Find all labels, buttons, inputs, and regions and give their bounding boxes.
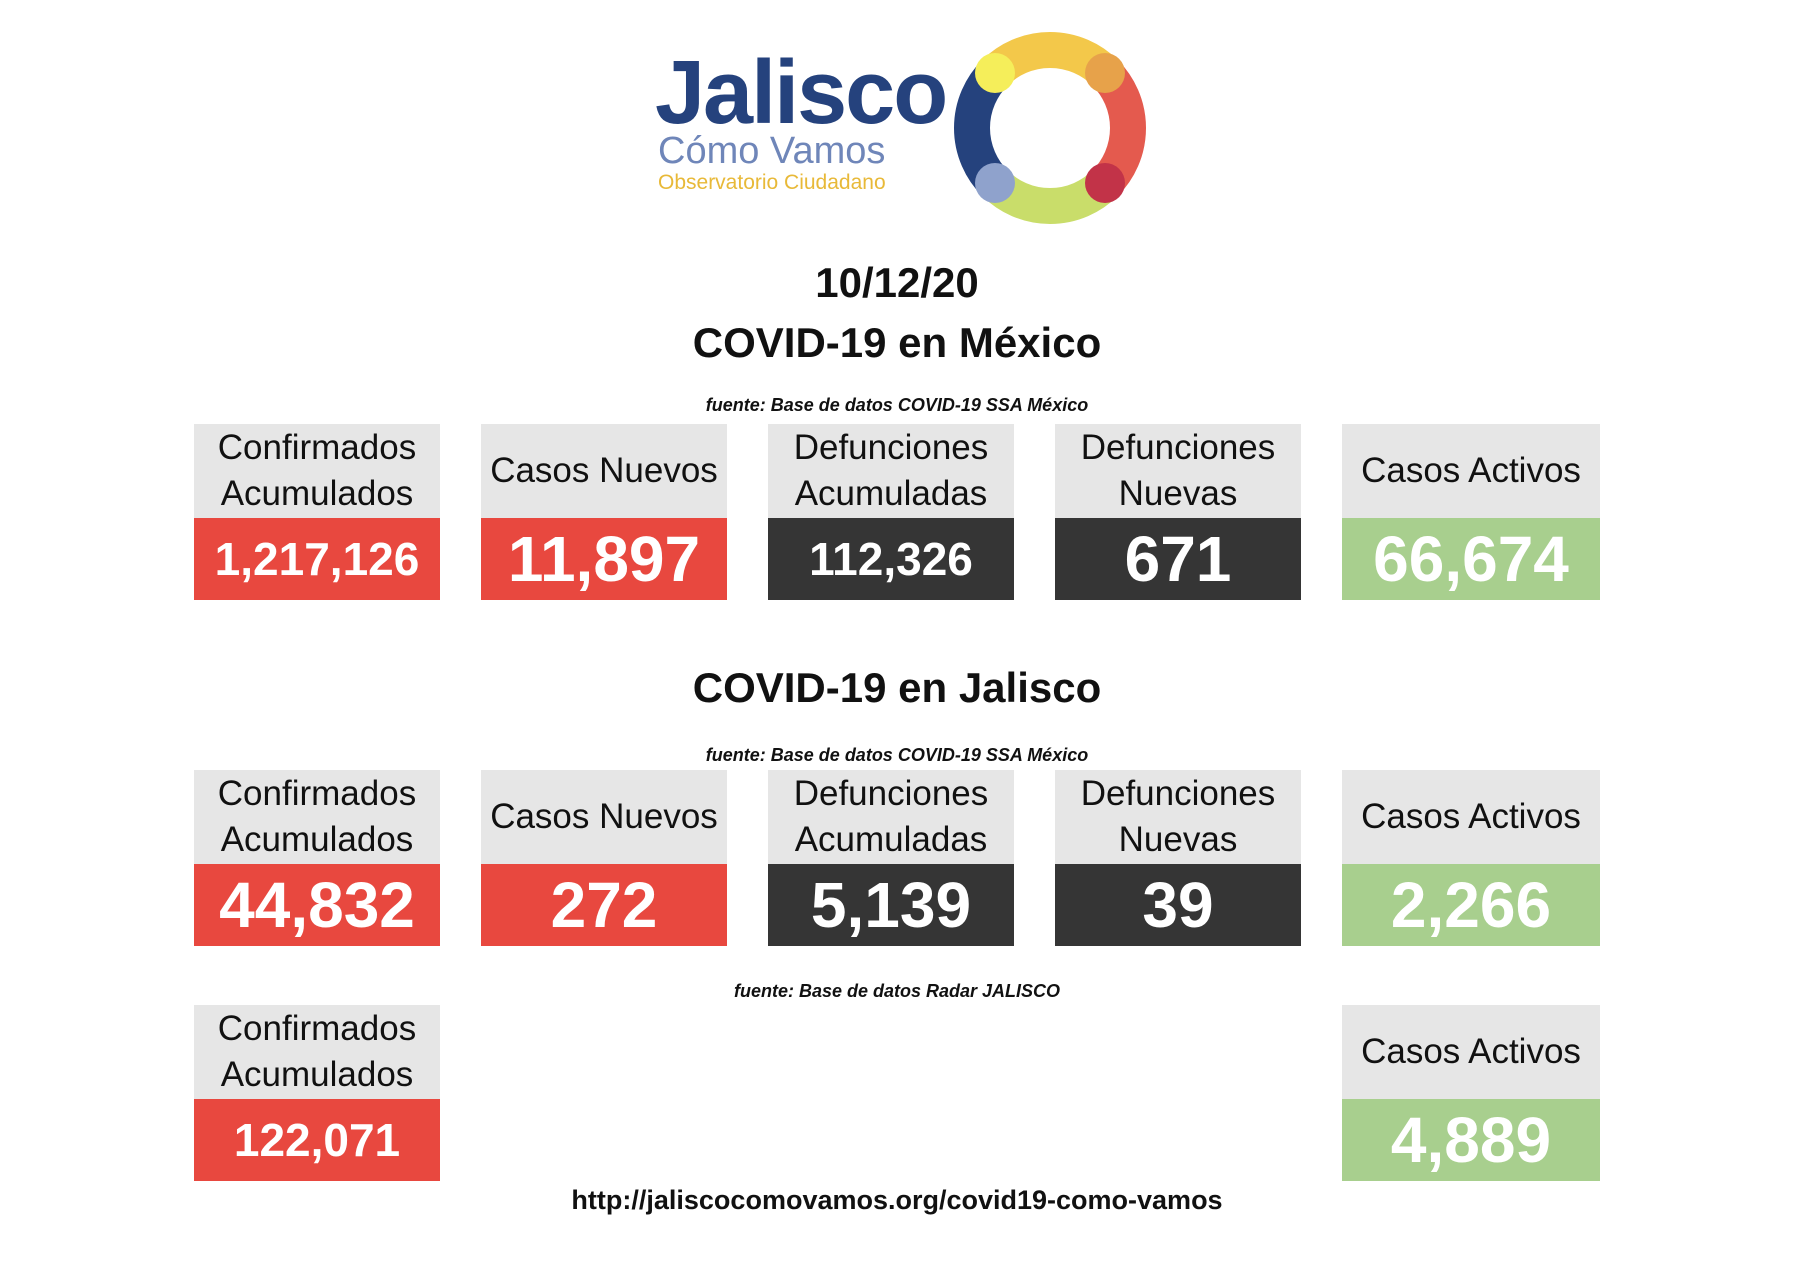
mexico-card-defunciones-acumuladas: Defunciones Acumuladas 112,326: [768, 424, 1014, 600]
jalisco-card-casos-nuevos: Casos Nuevos 272: [481, 770, 727, 946]
logo-ring-icon: [954, 31, 1146, 224]
card-label: Casos Nuevos: [481, 770, 727, 864]
logo-tagline: Observatorio Ciudadano: [658, 171, 886, 194]
ring-dot-yellow: [975, 53, 1015, 93]
jalisco-card-casos-activos: Casos Activos 2,266: [1342, 770, 1600, 946]
radar-source: fuente: Base de datos Radar JALISCO: [733, 981, 1061, 1001]
card-value: 11,897: [481, 518, 727, 600]
card-value: 39: [1055, 864, 1301, 946]
jalisco-card-confirmados: Confirmados Acumulados 44,832: [194, 770, 440, 946]
card-value: 5,139: [768, 864, 1014, 946]
mexico-title: COVID-19 en México: [692, 319, 1102, 366]
card-value: 122,071: [194, 1099, 440, 1181]
jalisco-source: fuente: Base de datos COVID-19 SSA Méxic…: [705, 745, 1089, 765]
card-value: 1,217,126: [194, 518, 440, 600]
card-value: 671: [1055, 518, 1301, 600]
mexico-card-casos-nuevos: Casos Nuevos 11,897: [481, 424, 727, 600]
jalisco-card-defunciones-nuevas: Defunciones Nuevas 39: [1055, 770, 1301, 946]
logo-name: Jalisco: [655, 43, 948, 143]
logo-subtitle: Cómo Vamos: [658, 130, 886, 172]
card-label: Defunciones Nuevas: [1055, 770, 1301, 864]
card-label: Casos Activos: [1342, 424, 1600, 518]
mexico-card-casos-activos: Casos Activos 66,674: [1342, 424, 1600, 600]
card-value: 4,889: [1342, 1099, 1600, 1181]
ring-dot-crimson: [1085, 163, 1125, 203]
card-value: 66,674: [1342, 518, 1600, 600]
radar-card-casos-activos: Casos Activos 4,889: [1342, 1005, 1600, 1181]
mexico-card-defunciones-nuevas: Defunciones Nuevas 671: [1055, 424, 1301, 600]
card-value: 112,326: [768, 518, 1014, 600]
card-label: Defunciones Nuevas: [1055, 424, 1301, 518]
ring-dot-orange: [1085, 53, 1125, 93]
ring-dot-lavender: [975, 163, 1015, 203]
card-value: 2,266: [1342, 864, 1600, 946]
card-label: Confirmados Acumulados: [194, 770, 440, 864]
card-label: Confirmados Acumulados: [194, 424, 440, 518]
card-label: Confirmados Acumulados: [194, 1005, 440, 1099]
mexico-source: fuente: Base de datos COVID-19 SSA Méxic…: [705, 395, 1089, 415]
jalisco-card-defunciones-acumuladas: Defunciones Acumuladas 5,139: [768, 770, 1014, 946]
source-url: http://jaliscocomovamos.org/covid19-como…: [571, 1185, 1223, 1215]
mexico-card-confirmados: Confirmados Acumulados 1,217,126: [194, 424, 440, 600]
radar-card-confirmados: Confirmados Acumulados 122,071: [194, 1005, 440, 1181]
card-label: Defunciones Acumuladas: [768, 424, 1014, 518]
report-date: 10/12/20: [815, 259, 979, 306]
card-label: Casos Nuevos: [481, 424, 727, 518]
card-value: 272: [481, 864, 727, 946]
card-label: Casos Activos: [1342, 1005, 1600, 1099]
jalisco-title: COVID-19 en Jalisco: [692, 664, 1102, 711]
card-label: Defunciones Acumuladas: [768, 770, 1014, 864]
card-label: Casos Activos: [1342, 770, 1600, 864]
card-value: 44,832: [194, 864, 440, 946]
